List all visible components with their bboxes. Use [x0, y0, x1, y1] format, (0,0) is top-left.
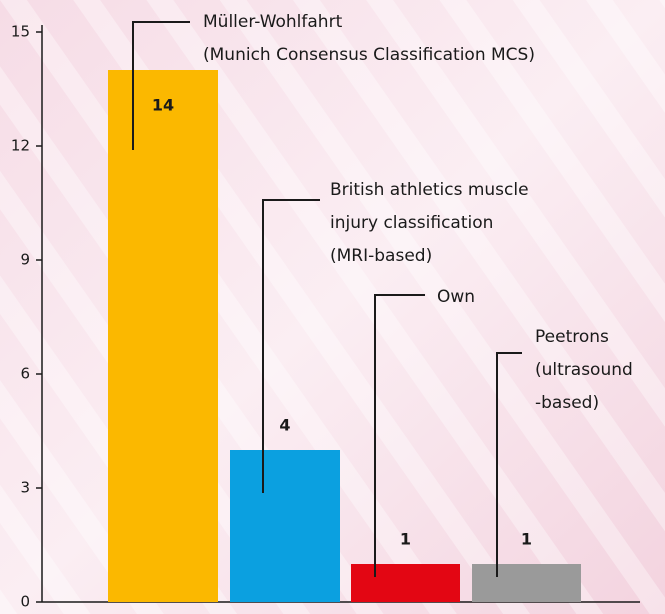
y-tick-label: 9 — [20, 251, 30, 269]
category-label: Müller-Wohlfahrt — [203, 12, 343, 32]
y-tick-label: 12 — [11, 137, 30, 155]
category-label: British athletics muscle — [330, 180, 529, 200]
value-label: 14 — [152, 96, 174, 115]
bar — [230, 450, 340, 602]
category-label: Own — [437, 287, 475, 307]
category-label: Peetrons — [535, 327, 609, 347]
value-label: 4 — [279, 416, 290, 435]
value-label: 1 — [521, 530, 532, 549]
value-label: 1 — [400, 530, 411, 549]
callout-line — [132, 21, 190, 150]
callout-line — [262, 199, 320, 493]
y-tick-label: 6 — [20, 365, 30, 383]
callout-line — [496, 352, 522, 577]
callout-line — [374, 294, 425, 577]
bar — [472, 564, 581, 602]
y-tick-label: 3 — [20, 479, 30, 497]
bar — [351, 564, 460, 602]
category-label: (MRI-based) — [330, 246, 432, 266]
category-label: -based) — [535, 393, 599, 413]
category-label: injury classification — [330, 213, 493, 233]
y-tick-label: 15 — [11, 23, 30, 41]
category-label: (Munich Consensus Classification MCS) — [203, 45, 535, 65]
bar — [108, 70, 218, 602]
category-label: (ultrasound — [535, 360, 633, 380]
y-tick-label: 0 — [20, 593, 30, 611]
